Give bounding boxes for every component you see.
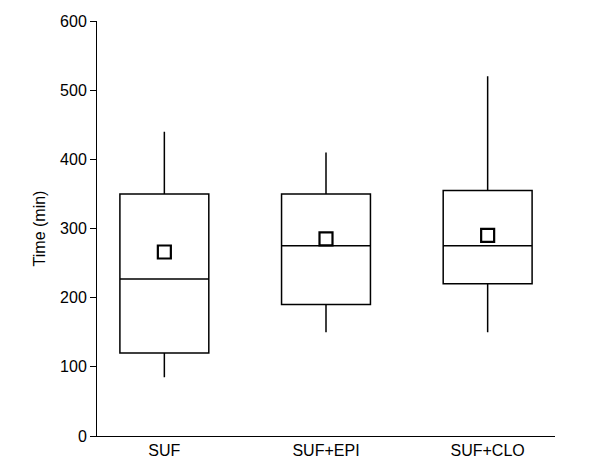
svg-text:400: 400 (60, 151, 87, 168)
svg-text:100: 100 (60, 358, 87, 375)
svg-text:SUF+EPI: SUF+EPI (292, 442, 359, 459)
svg-text:500: 500 (60, 82, 87, 99)
svg-text:SUF: SUF (148, 442, 180, 459)
svg-text:SUF+CLO: SUF+CLO (451, 442, 525, 459)
svg-text:200: 200 (60, 289, 87, 306)
svg-text:Time (min): Time (min) (31, 191, 48, 267)
svg-text:300: 300 (60, 220, 87, 237)
svg-text:0: 0 (78, 428, 87, 445)
svg-text:600: 600 (60, 13, 87, 30)
